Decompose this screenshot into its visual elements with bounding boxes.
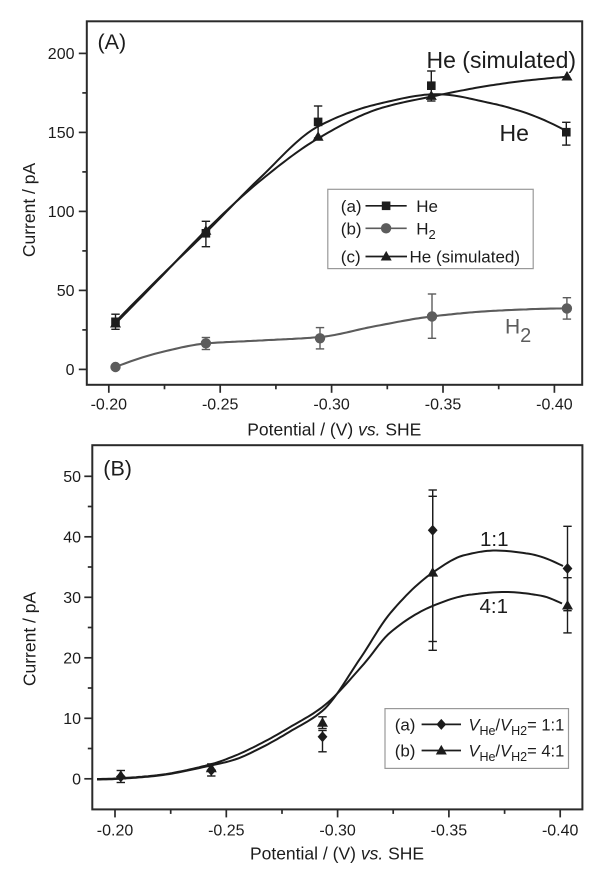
- svg-text:He (simulated): He (simulated): [410, 248, 521, 267]
- svg-text:50: 50: [63, 469, 81, 486]
- svg-text:0: 0: [66, 362, 75, 379]
- svg-text:10: 10: [63, 711, 81, 728]
- svg-text:He (simulated): He (simulated): [427, 47, 577, 73]
- svg-text:He: He: [416, 197, 438, 216]
- svg-text:-0.20: -0.20: [91, 397, 128, 414]
- svg-text:VHe/VH2= 4:1: VHe/VH2= 4:1: [469, 743, 565, 765]
- svg-text:200: 200: [48, 46, 75, 63]
- svg-text:20: 20: [63, 651, 81, 668]
- svg-text:(b): (b): [395, 742, 416, 761]
- svg-text:VHe/VH2= 1:1: VHe/VH2= 1:1: [469, 716, 565, 738]
- svg-text:-0.35: -0.35: [431, 823, 468, 840]
- svg-text:He: He: [500, 120, 529, 146]
- svg-text:(a): (a): [341, 197, 362, 216]
- svg-text:40: 40: [63, 530, 81, 547]
- svg-text:-0.20: -0.20: [97, 823, 134, 840]
- svg-text:-0.40: -0.40: [542, 823, 579, 840]
- svg-text:Current / pA: Current / pA: [19, 163, 39, 258]
- svg-text:(b): (b): [341, 220, 362, 239]
- svg-text:50: 50: [57, 283, 75, 300]
- svg-text:(B): (B): [103, 457, 132, 481]
- svg-text:(c): (c): [341, 248, 361, 267]
- svg-text:30: 30: [63, 590, 81, 607]
- svg-text:150: 150: [48, 125, 75, 142]
- svg-text:Potential / (V) vs. SHE: Potential / (V) vs. SHE: [250, 844, 424, 864]
- svg-text:-0.30: -0.30: [313, 397, 350, 414]
- svg-text:Potential / (V) vs. SHE: Potential / (V) vs. SHE: [247, 420, 421, 440]
- svg-text:-0.40: -0.40: [536, 397, 573, 414]
- svg-text:1:1: 1:1: [480, 528, 509, 551]
- svg-text:-0.35: -0.35: [425, 397, 462, 414]
- svg-text:-0.30: -0.30: [319, 823, 356, 840]
- svg-text:(a): (a): [395, 716, 416, 735]
- svg-text:0: 0: [72, 772, 81, 789]
- svg-text:100: 100: [48, 204, 75, 221]
- svg-text:-0.25: -0.25: [208, 823, 245, 840]
- svg-text:(A): (A): [98, 30, 127, 54]
- svg-text:-0.25: -0.25: [202, 397, 239, 414]
- svg-text:Current / pA: Current / pA: [20, 592, 40, 687]
- svg-text:4:1: 4:1: [480, 595, 509, 618]
